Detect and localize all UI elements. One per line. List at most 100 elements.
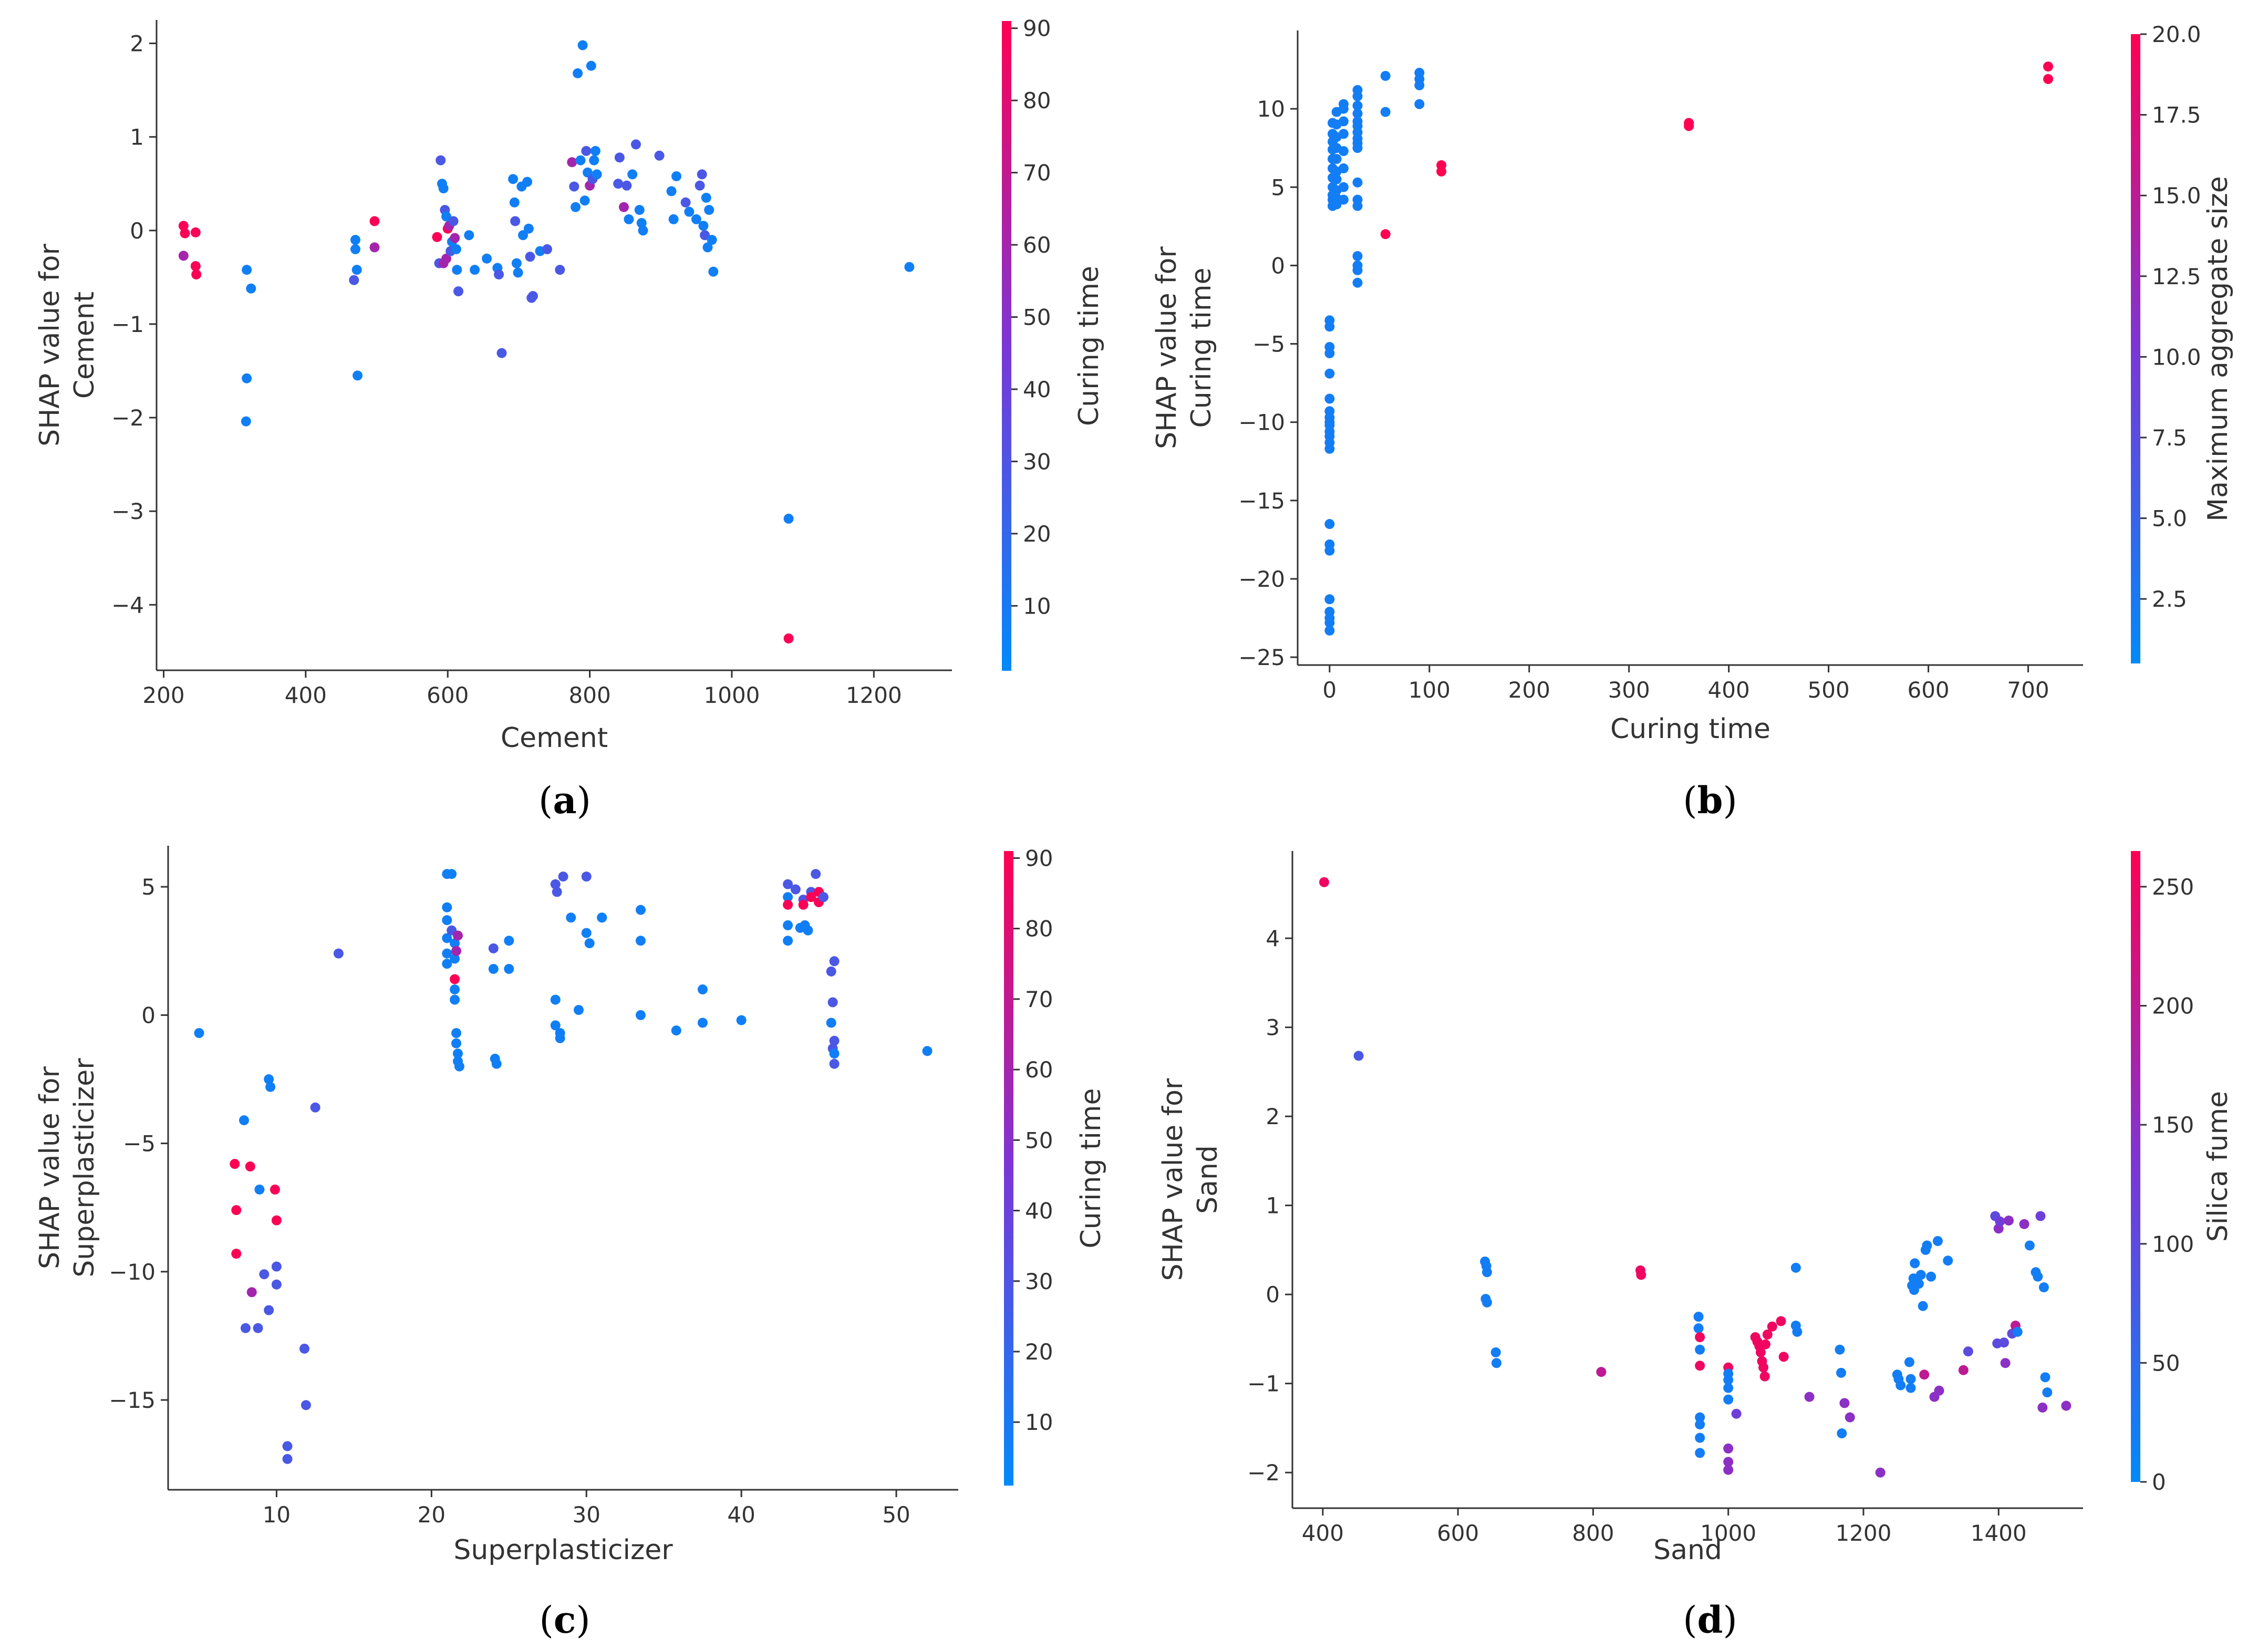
data-point	[450, 953, 460, 964]
colorbar-tick-label: 15.0	[2152, 183, 2201, 209]
data-point	[579, 195, 590, 206]
data-point	[494, 269, 504, 280]
data-point	[245, 1161, 255, 1172]
data-point	[1491, 1358, 1501, 1368]
x-tick-label: 200	[1508, 677, 1550, 703]
data-point	[827, 997, 838, 1008]
data-point	[1915, 1270, 1926, 1280]
data-point	[350, 235, 360, 245]
colorbar-tick-label: 60	[1023, 232, 1051, 258]
y-tick-label: 5	[1271, 174, 1285, 200]
caption-c: (c)	[539, 1598, 590, 1642]
data-point	[826, 966, 836, 977]
y-tick-label: −10	[109, 1259, 156, 1285]
y-axis-label: SHAP value for	[34, 244, 66, 447]
data-point	[577, 40, 588, 50]
data-point	[1778, 1352, 1789, 1362]
data-point	[350, 244, 360, 254]
data-point	[1963, 1346, 1973, 1357]
data-point	[702, 242, 713, 253]
colorbar-tick-label: 50	[1023, 305, 1051, 330]
data-point	[635, 936, 646, 946]
colorbar-tick-label: 60	[1025, 1057, 1053, 1083]
data-point	[246, 1287, 257, 1298]
data-point	[790, 884, 801, 895]
data-point	[438, 183, 449, 194]
data-point	[671, 171, 682, 181]
x-axis-label: Sand	[1653, 1534, 1722, 1566]
x-tick-label: 1000	[704, 682, 760, 708]
y-tick-label: −25	[1238, 645, 1285, 670]
data-point	[2038, 1282, 2049, 1293]
data-point	[1352, 108, 1363, 119]
x-tick-label: 400	[285, 682, 327, 708]
x-tick-label: 600	[427, 682, 469, 708]
data-point	[2024, 1240, 2035, 1251]
y-tick-label: 0	[1266, 1282, 1280, 1307]
x-tick-label: 400	[1302, 1520, 1344, 1546]
colorbar-tick-label: 10	[1025, 1409, 1053, 1435]
colorbar-tick-label: 90	[1025, 845, 1053, 871]
data-point	[1731, 1408, 1742, 1419]
colorbar-tick-label: 7.5	[2152, 425, 2187, 451]
y-tick-label: −1	[111, 312, 144, 337]
y-tick-label: −2	[1247, 1460, 1280, 1486]
data-point	[353, 370, 363, 381]
data-point	[2035, 1211, 2046, 1221]
caption-b: (b)	[1683, 779, 1737, 822]
data-point	[581, 146, 592, 156]
y-tick-label: −5	[123, 1131, 156, 1157]
colorbar-label: Silica fume	[2202, 1091, 2234, 1242]
data-point	[736, 1015, 747, 1025]
data-point	[271, 1215, 282, 1226]
data-point	[451, 1038, 462, 1049]
data-point	[1995, 1216, 2005, 1227]
data-point	[575, 155, 586, 165]
data-point	[695, 180, 705, 191]
data-point	[1436, 166, 1447, 177]
data-point	[2043, 74, 2054, 84]
data-point	[624, 214, 634, 224]
data-point	[569, 181, 579, 192]
y-tick-label: 4	[1266, 926, 1280, 951]
data-point	[1331, 174, 1342, 184]
data-point	[1324, 321, 1335, 332]
data-point	[1693, 1323, 1704, 1334]
data-point	[635, 905, 646, 915]
data-point	[783, 633, 794, 644]
colorbar-tick-label: 80	[1023, 88, 1051, 113]
data-point	[783, 879, 793, 889]
data-point	[299, 1343, 310, 1354]
colorbar-tick-label: 40	[1023, 377, 1051, 402]
y-tick-label: 10	[1257, 96, 1285, 122]
data-point	[310, 1102, 320, 1113]
y-tick-label: 2	[130, 31, 144, 57]
data-point	[708, 266, 719, 277]
data-point	[1490, 1347, 1501, 1357]
data-point	[1695, 1433, 1705, 1443]
colorbar-tick-label: 10	[1023, 593, 1051, 619]
data-point	[253, 1323, 263, 1333]
data-point	[1905, 1374, 1916, 1384]
colorbar-tick-label: 200	[2152, 993, 2194, 1019]
data-point	[450, 233, 460, 243]
data-point	[573, 1005, 584, 1015]
data-point	[447, 869, 457, 879]
colorbar-tick-label: 100	[2152, 1231, 2194, 1257]
y-axis-label: Cement	[69, 292, 100, 399]
colorbar-tick-label: 2.5	[2152, 586, 2187, 612]
data-point	[567, 157, 577, 168]
data-point	[666, 186, 677, 196]
x-tick-label: 30	[573, 1502, 600, 1528]
y-tick-label: −5	[1252, 331, 1285, 357]
colorbar	[2131, 34, 2140, 663]
data-point	[829, 1049, 840, 1059]
data-point	[441, 253, 452, 264]
colorbar-tick-label: 50	[2152, 1350, 2180, 1376]
data-point	[522, 177, 533, 187]
data-point	[1695, 1419, 1705, 1430]
data-point	[1352, 143, 1363, 153]
data-point	[442, 933, 452, 943]
data-point	[1932, 1236, 1943, 1246]
data-point	[271, 1261, 282, 1272]
